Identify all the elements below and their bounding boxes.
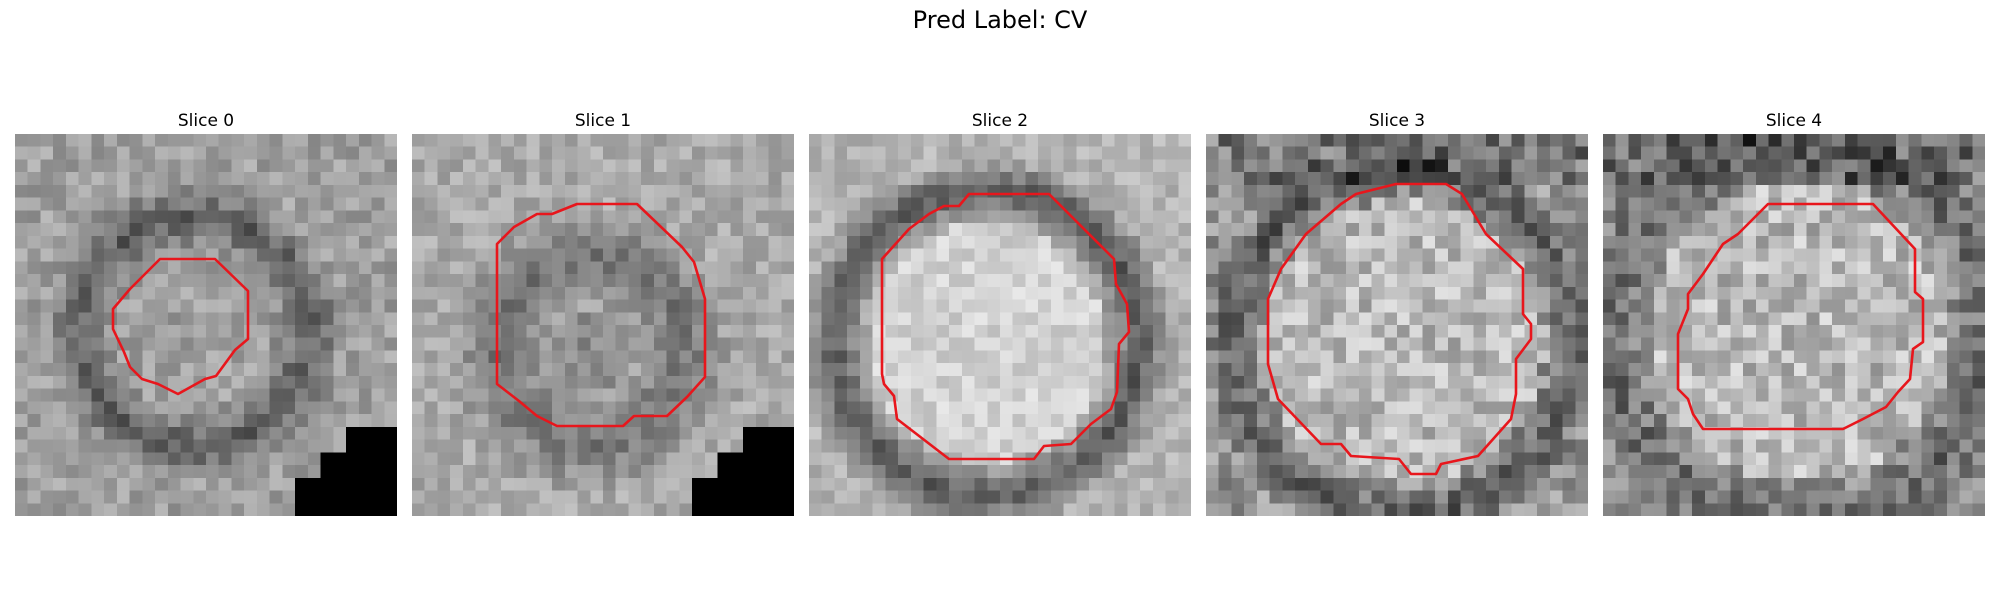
slice-panel-3: Slice 3	[1206, 110, 1588, 516]
segmentation-contour	[495, 202, 707, 428]
slice-title: Slice 0	[177, 111, 235, 131]
figure-title: Pred Label: CV	[912, 6, 1088, 34]
segmentation-contour	[880, 192, 1131, 461]
grayscale-slice	[15, 134, 397, 516]
grayscale-slice	[412, 134, 794, 516]
slice-title: Slice 3	[1368, 111, 1426, 131]
slice-image	[1206, 134, 1588, 516]
slice-title: Slice 4	[1765, 111, 1823, 131]
slice-title: Slice 1	[574, 111, 632, 131]
contour-outline	[880, 192, 1131, 461]
contour-outline	[1676, 202, 1925, 431]
slice-panel-1: Slice 1	[412, 110, 794, 516]
slice-image	[809, 134, 1191, 516]
contour-outline	[495, 202, 707, 428]
slice-title: Slice 2	[971, 111, 1029, 131]
segmentation-contour	[111, 257, 250, 396]
slice-image	[412, 134, 794, 516]
segmentation-contour	[1266, 182, 1533, 476]
slice-image	[1603, 134, 1985, 516]
slice-panel-4: Slice 4	[1603, 110, 1985, 516]
grayscale-slice	[1603, 134, 1985, 516]
slice-panel-2: Slice 2	[809, 110, 1191, 516]
grayscale-slice	[1206, 134, 1588, 516]
contour-outline	[111, 257, 250, 396]
segmentation-contour	[1676, 202, 1925, 431]
slice-image	[15, 134, 397, 516]
contour-outline	[1266, 182, 1533, 476]
slice-panel-0: Slice 0	[15, 110, 397, 516]
